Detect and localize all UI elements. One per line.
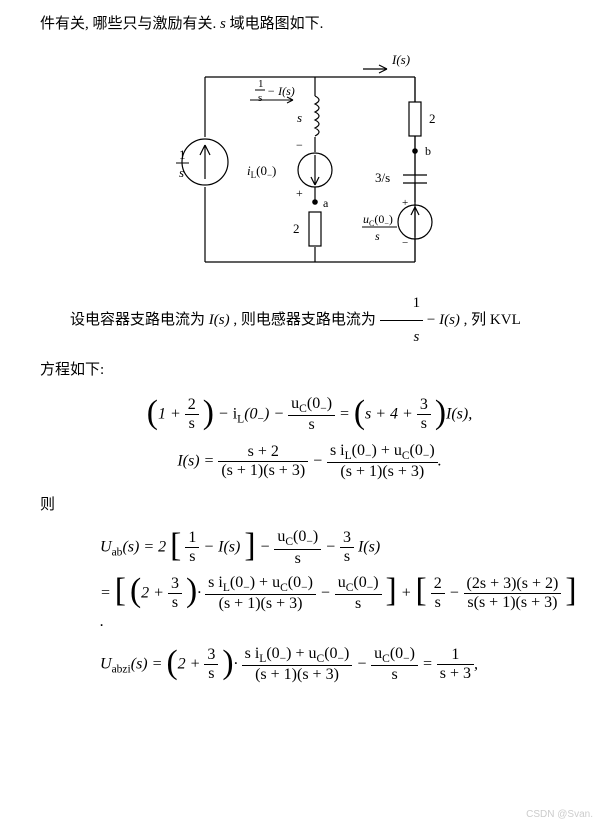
e1ucd: s [288, 415, 335, 434]
e4cd: s [335, 594, 382, 613]
lbl-topf-n: 1 [258, 78, 264, 90]
e5ad: s [204, 664, 218, 683]
para-2: 设电容器支路电流为 I(s) , 则电感器支路电流为 1 s − I(s) , … [40, 287, 579, 354]
watermark: CSDN @Svan. [526, 809, 593, 820]
lbl-1s-d: s [179, 165, 184, 180]
p2-fn: 1 [380, 287, 424, 320]
p2-Is2: I(s) [439, 312, 460, 328]
e3f1d: s [185, 547, 199, 566]
para-then: 则 [40, 489, 579, 522]
lbl-b: b [425, 144, 431, 158]
equation-3: Uab(s) = 2 [ 1s − I(s) ] − uC(0−)s − 3s … [100, 528, 579, 567]
circuit-diagram: I(s) 1 s − I(s) s 2 b 1 s iL(0−) − + a 3… [40, 47, 579, 277]
e1Is: I(s) [446, 405, 468, 422]
p2c: − [427, 312, 439, 328]
p2-Is: I(s) [209, 312, 230, 328]
lbl-uc-d: s [375, 229, 380, 243]
e2n1: s + 2 [218, 443, 308, 461]
intro-text-a: 件有关, 哪些只与激励有关. [40, 16, 220, 32]
lbl-topf-t: − I(s) [267, 84, 295, 98]
e4ad: s [168, 593, 182, 612]
e4dn: 2 [431, 575, 445, 593]
circuit-svg: I(s) 1 s − I(s) s 2 b 1 s iL(0−) − + a 3… [165, 47, 455, 277]
e4bd: (s + 1)(s + 3) [205, 594, 316, 613]
lbl-plus1: + [296, 186, 303, 200]
e1rd: s [417, 414, 431, 433]
lbl-Is: I(s) [391, 52, 410, 67]
lbl-3s: 3/s [375, 170, 390, 185]
e4dd: s [431, 593, 445, 612]
lbl-2b: 2 [293, 221, 300, 236]
p2b: , 则电感器支路电流为 [233, 312, 376, 328]
lbl-2r: 2 [429, 111, 436, 126]
lbl-uc-n: uC(0−) [363, 212, 393, 228]
p2-fd: s [380, 320, 424, 354]
e5rd: s + 3 [437, 664, 474, 683]
e3f3n: 3 [340, 529, 354, 547]
svg-text:s: s [258, 92, 262, 104]
e4en: (2s + 3)(s + 2) [464, 575, 562, 593]
e3-2: 2 [158, 539, 166, 556]
lbl-iL: iL(0−) [247, 163, 276, 180]
e1f1n: 2 [185, 396, 199, 414]
lbl-s: s [297, 110, 302, 125]
e3Is2: I(s) [358, 539, 380, 556]
svg-text:1: 1 [258, 78, 264, 90]
lbl-minus2: − [402, 237, 408, 249]
e3Is: I(s) [218, 539, 240, 556]
e3f3d: s [340, 547, 354, 566]
equation-5: Uabzi(s) = (2 + 3s )· s iL(0−) + uC(0−)(… [100, 645, 579, 684]
e1rn: 3 [417, 396, 431, 414]
p2d: , 列 KVL [464, 312, 521, 328]
equation-2: I(s) = s + 2(s + 1)(s + 3) − s iL(0−) + … [40, 442, 579, 481]
e5rn: 1 [437, 646, 474, 664]
e5cd: s [371, 665, 418, 684]
e4ed: s(s + 1)(s + 3) [464, 593, 562, 612]
lbl-topf-d: s [258, 92, 262, 104]
p2-frac: 1 s [380, 287, 424, 354]
intro-paragraph: 件有关, 哪些只与激励有关. s 域电路图如下. [40, 8, 579, 41]
lbl-1s-n: 1 [179, 147, 186, 162]
e5an: 3 [204, 646, 218, 664]
e4an: 3 [168, 575, 182, 593]
e3ucd: s [274, 549, 321, 568]
lbl-minus1: − [296, 138, 303, 152]
svg-text:− I(s): − I(s) [267, 84, 295, 98]
p2a: 设电容器支路电流为 [70, 312, 209, 328]
e1f1d: s [185, 414, 199, 433]
e5bd: (s + 1)(s + 3) [242, 665, 353, 684]
e2d2: (s + 1)(s + 3) [327, 462, 438, 481]
lbl-plus2: + [402, 197, 408, 209]
lbl-a: a [323, 196, 329, 210]
e2Is: I(s) [177, 452, 199, 469]
equation-1: (1 + 2s ) − iL(0−) − uC(0−)s = (s + 4 + … [40, 395, 579, 434]
equation-4: = [ (2 + 3s )· s iL(0−) + uC(0−)(s + 1)(… [100, 574, 579, 631]
intro-s: s [220, 16, 226, 32]
e3f1n: 1 [185, 529, 199, 547]
intro-text-b: 域电路图如下. [230, 16, 324, 32]
e2d1: (s + 1)(s + 3) [218, 461, 308, 480]
para-3: 方程如下: [40, 354, 579, 387]
